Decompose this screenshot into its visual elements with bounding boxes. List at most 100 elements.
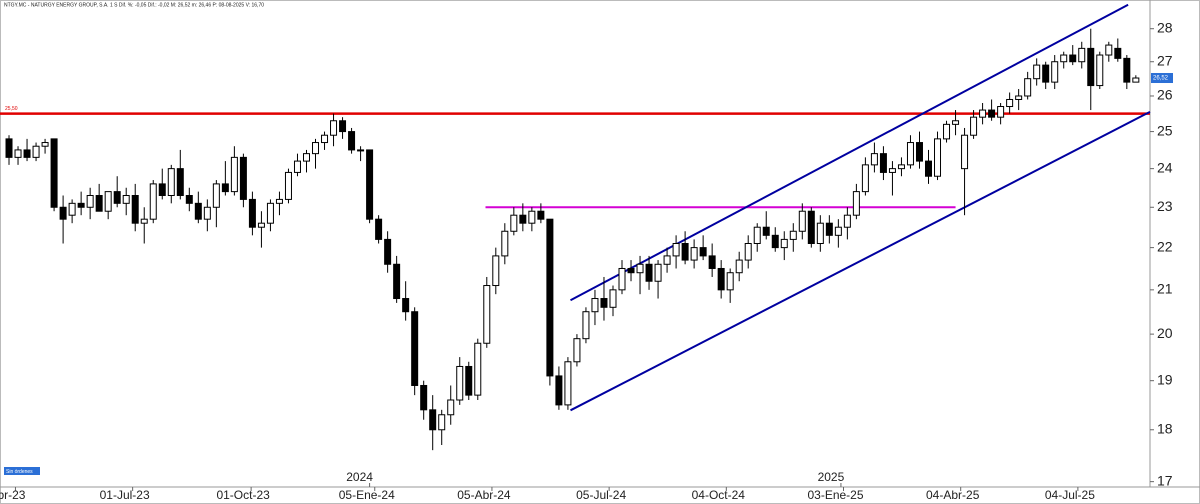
candle-body [906, 142, 914, 166]
candle-body [420, 384, 428, 411]
candle-body [203, 206, 211, 220]
x-tick-label: 05-Abr-24 [457, 488, 511, 502]
candle-body [230, 156, 238, 193]
candle-body [248, 198, 256, 228]
candle-body [1042, 64, 1050, 83]
candle-body [690, 247, 698, 261]
candle-body [1096, 54, 1104, 87]
candle-body [284, 171, 292, 200]
candle-body [943, 123, 951, 140]
candle-body [564, 361, 572, 406]
candle-body [23, 149, 31, 158]
candle-body [483, 285, 491, 344]
candle-body [402, 298, 410, 313]
candle-body [970, 116, 978, 136]
candle-body [375, 218, 383, 240]
candle-body [654, 263, 662, 282]
candle-body [825, 222, 833, 236]
y-tick-label: 27 [1157, 52, 1173, 68]
year-label: 2024 [346, 470, 373, 484]
candle-body [573, 338, 581, 363]
y-tick-label: 28 [1157, 19, 1173, 35]
y-tick-label: 26 [1157, 87, 1173, 103]
support-label: 25,50 [5, 106, 18, 112]
candle-body [330, 120, 338, 136]
candle-body [861, 164, 869, 193]
trend-line [570, 110, 1151, 412]
candle-body [302, 153, 310, 162]
candle-body [158, 183, 166, 197]
candle-body [834, 226, 842, 236]
candle-body [1069, 54, 1077, 63]
candle-body [131, 195, 139, 224]
candle-body [221, 183, 229, 193]
candle-body [798, 210, 806, 232]
candle-body [5, 138, 13, 158]
candle-body [411, 311, 419, 386]
candle-body [1060, 54, 1068, 63]
y-tick-label: 24 [1157, 159, 1173, 175]
candle-body [194, 202, 202, 220]
candle-body [465, 365, 473, 396]
footer-badge: Sin órdenes [6, 469, 33, 475]
x-tick-label: 05-Ene-24 [339, 488, 395, 502]
candle-body [537, 210, 545, 220]
candle-body [762, 226, 770, 236]
candle-body [699, 247, 707, 257]
candle-body [1051, 61, 1059, 83]
candle-body [961, 134, 969, 170]
candle-body [1123, 57, 1131, 83]
candle-body [627, 267, 635, 274]
candle-body [645, 263, 653, 282]
last-price-label: 26,52 [1153, 76, 1169, 82]
candle-body [113, 191, 121, 204]
candle-body [888, 168, 896, 173]
candle-body [167, 168, 175, 197]
candle-body [735, 259, 743, 274]
candle-body [771, 234, 779, 249]
x-tick-label: 01-Jul-23 [100, 488, 150, 502]
badge-bg [4, 467, 40, 475]
candle-body [915, 142, 923, 162]
y-tick-label: 23 [1157, 198, 1173, 214]
candle-body [1033, 64, 1041, 80]
x-tick-label: Abr-23 [0, 488, 26, 502]
candle-body [321, 134, 329, 144]
y-tick-label: 25 [1157, 122, 1173, 138]
x-tick-label: 04-Oct-24 [692, 488, 746, 502]
candle-body [609, 289, 617, 308]
candle-body [293, 160, 301, 173]
candle-body [528, 210, 536, 224]
candle-body [1132, 77, 1140, 83]
candle-body [843, 214, 851, 228]
candle-body [636, 263, 644, 274]
candle-body [140, 218, 148, 224]
x-tick-label: 04-Jul-25 [1045, 488, 1095, 502]
candle-body [239, 156, 247, 200]
x-tick-label: 01-Oct-23 [216, 488, 270, 502]
candle-body [934, 138, 942, 177]
candle-body [104, 191, 112, 212]
candle-body [1006, 98, 1014, 108]
candle-body [185, 195, 193, 204]
candle-body [1087, 47, 1095, 87]
candle-body [997, 106, 1005, 118]
candle-body [447, 399, 455, 416]
candle-body [41, 142, 49, 147]
candle-body [519, 214, 527, 224]
candle-body [339, 120, 347, 133]
candle-body [582, 311, 590, 340]
candle-body [1024, 78, 1032, 97]
candle-body [780, 238, 788, 249]
candle-body [717, 267, 725, 291]
candle-body [726, 272, 734, 291]
candle-body [672, 243, 680, 257]
plot: 17 18 19 20 21 22 23 24 25 26 27 28 Abr-23 01-Jul-23 0… [0, 3, 1173, 502]
candle-body [32, 145, 40, 158]
candle-body [879, 153, 887, 173]
candle-body [988, 109, 996, 118]
candle-body [600, 298, 608, 308]
candle-body [870, 153, 878, 166]
